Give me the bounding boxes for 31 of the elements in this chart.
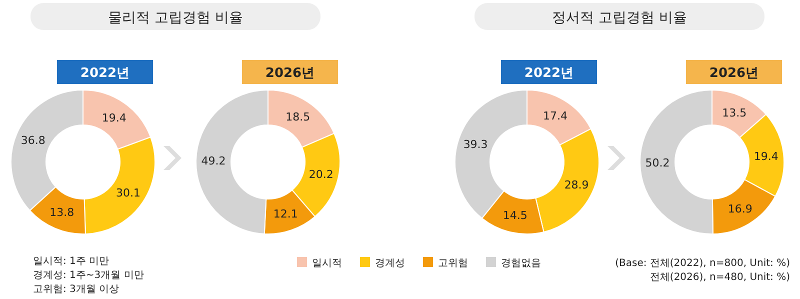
data-label: 50.2 <box>645 156 670 170</box>
data-label: 39.3 <box>463 138 488 151</box>
data-label: 30.1 <box>116 186 140 200</box>
text: (Base: 전체(2022), n=800, Unit: %) <box>615 258 790 269</box>
data-label: 28.9 <box>564 178 589 192</box>
data-label: 16.9 <box>728 202 752 216</box>
legend-label: 고위험 <box>438 258 468 269</box>
data-label: 14.5 <box>502 209 528 222</box>
data-label: 19.4 <box>102 111 126 124</box>
chart-title: 정서적 고립경험 비율 <box>552 10 687 26</box>
data-label: 49.2 <box>201 154 226 168</box>
data-label: 36.8 <box>20 134 46 147</box>
text: 고위험: 3개월 이상 <box>33 284 120 295</box>
chart-subtitle: 2026년 <box>265 66 315 81</box>
legend-label: 일시적 <box>312 258 342 269</box>
chart-subtitle: 2022년 <box>80 66 130 81</box>
chart-subtitle: 2022년 <box>524 66 574 81</box>
data-label: 13.5 <box>722 106 747 120</box>
text: 경계성: 1주~3개월 미만 <box>33 270 144 281</box>
text: 일시적: 1주 미만 <box>33 256 110 267</box>
chart-title: 물리적 고립경험 비율 <box>108 10 243 26</box>
data-label: 19.4 <box>754 150 778 163</box>
chart-subtitle: 2026년 <box>709 66 759 81</box>
data-label: 20.2 <box>308 168 334 182</box>
legend-label: 경험없음 <box>501 258 541 269</box>
data-label: 17.4 <box>543 109 568 122</box>
data-label: 12.1 <box>273 208 298 221</box>
text: 전체(2026), n=480, Unit: %) <box>650 272 790 283</box>
data-label: 18.5 <box>286 110 310 124</box>
data-label: 13.8 <box>50 206 74 220</box>
legend-label: 경계성 <box>375 258 405 269</box>
